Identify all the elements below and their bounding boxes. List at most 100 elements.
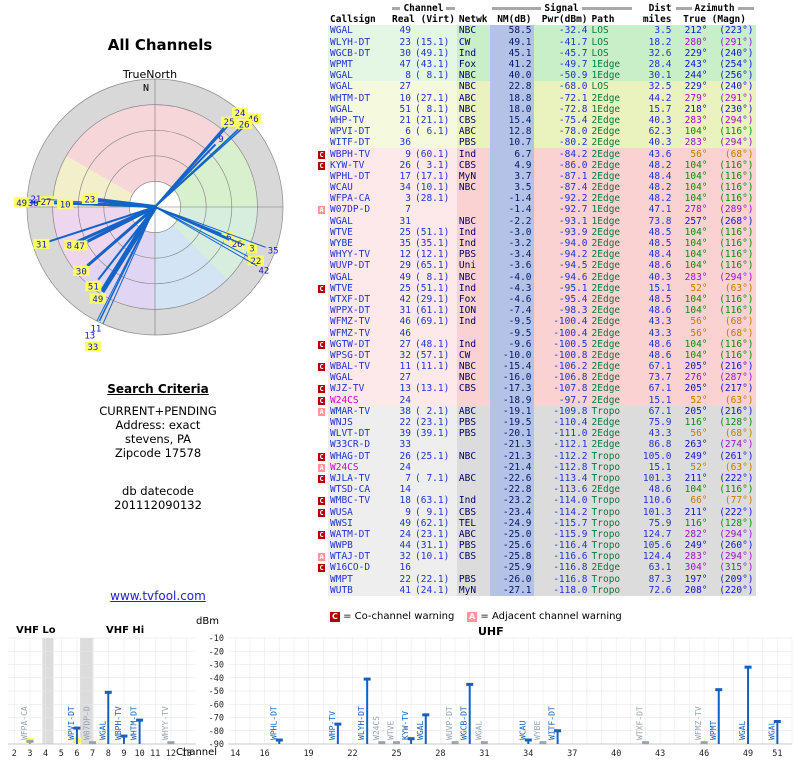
signal-bar-cap (715, 688, 723, 692)
true-azimuth-cell: 205° (684, 405, 708, 417)
distance-cell: 73.7 (648, 372, 672, 384)
magnetic-azimuth-cell: (294°) (719, 551, 754, 563)
distance-cell: 48.6 (648, 484, 672, 496)
site-link-wrap: www.tvfool.com (48, 589, 268, 603)
path-cell: 2Edge (591, 126, 621, 138)
power-cell: -45.7 (558, 47, 588, 59)
channel-tick-label: 3 (27, 749, 32, 759)
magnetic-azimuth-cell: (291°) (719, 36, 754, 48)
network-cell (457, 439, 490, 450)
real-channel-cell: 33 (390, 439, 413, 451)
network-cell: MyN (458, 170, 477, 182)
real-channel-cell: 24 (390, 461, 413, 473)
callsign-cell: WGAL (328, 70, 390, 82)
col-pwr: Pwr(dBm) (541, 14, 588, 26)
true-azimuth-cell: 104° (684, 349, 708, 361)
network-cell (457, 484, 490, 495)
table-row: WTSD-CA 14 -22.8 -113.6 2Edge 48.6 104° (116°) (318, 484, 756, 496)
distance-cell: 48.6 (648, 338, 672, 350)
channel-tick-label: 5 (59, 749, 64, 759)
callsign-cell: WTVE (328, 226, 390, 238)
path-cell: Tropo (591, 540, 621, 552)
network-cell: NBC (458, 81, 477, 93)
callsign-cell: WUSA (328, 506, 390, 518)
noise-margin-cell: 41.2 (489, 58, 534, 71)
co-channel-warning-badge: C (318, 385, 326, 394)
virtual-channel-cell: (28.1) (413, 193, 457, 205)
bar-callsign-label: WPHL-DT (269, 706, 278, 740)
search-criteria-heading: Search Criteria (107, 382, 209, 396)
magnetic-azimuth-cell: (63°) (724, 461, 754, 473)
path-cell: 2Edge (591, 159, 621, 171)
signal-bar-cap (89, 741, 97, 745)
path-cell: LOS (591, 47, 609, 59)
signal-bar-cap (700, 741, 708, 745)
power-cell: -72.8 (558, 103, 588, 115)
power-cell: -100.8 (553, 349, 588, 361)
real-channel-cell: 6 (390, 126, 413, 138)
callsign-cell: KYW-TV (328, 159, 390, 171)
vhf-lo-band-label: VHF Lo (16, 625, 56, 636)
magnetic-azimuth-cell: (68°) (724, 148, 754, 160)
noise-margin-cell: -9.6 (489, 338, 534, 350)
real-channel-cell: 34 (390, 182, 413, 194)
true-azimuth-cell: 56° (690, 316, 708, 328)
path-cell: 1Edge (591, 204, 621, 216)
tvfool-link[interactable]: www.tvfool.com (110, 589, 206, 603)
magnetic-azimuth-cell: (294°) (719, 271, 754, 283)
table-row: WITF-DT 36 PBS 10.7 -80.2 2Edge 40.3 283° (294°) (318, 137, 756, 149)
table-row: WGCB-DT 30 (49.1) Ind 45.1 -45.7 LOS 32.6 229° (2… (318, 47, 756, 59)
noise-margin-cell: -24.9 (489, 517, 534, 529)
power-cell: -112.1 (553, 439, 588, 451)
noise-margin-cell: -22.6 (489, 472, 534, 485)
callsign-cell: WMPT (328, 573, 390, 585)
virtual-channel-cell: (43.1) (413, 58, 457, 71)
callsign-cell: WYBE (328, 237, 390, 250)
true-azimuth-cell: 104° (684, 193, 708, 205)
magnetic-azimuth-cell: (116°) (719, 126, 754, 138)
db-datecode-label: db datecode (122, 484, 194, 498)
power-cell: -106.2 (553, 361, 588, 373)
distance-cell: 110.6 (642, 495, 672, 507)
true-azimuth-cell: 280° (684, 36, 708, 48)
virtual-channel-cell: (57.1) (413, 349, 457, 361)
power-cell: -116.6 (553, 551, 588, 563)
dbm-tick-label: -30 (209, 661, 224, 671)
true-azimuth-cell: 282° (684, 528, 708, 540)
power-cell: -72.1 (558, 92, 588, 104)
true-azimuth-cell: 56° (690, 428, 708, 440)
real-channel-cell: 49 (390, 25, 413, 37)
signal-bar-cap (104, 690, 112, 694)
adjacent-channel-text: = Adjacent channel warning (480, 611, 622, 622)
channel-tick-label: 25 (391, 749, 401, 759)
db-datecode-value: 201112090132 (114, 498, 202, 512)
power-cell: -93.1 (558, 215, 588, 227)
co-channel-warning-badge: C (318, 452, 326, 461)
true-azimuth-cell: 116° (684, 417, 708, 429)
signal-bar-cap (554, 729, 562, 733)
power-cell: -116.4 (553, 540, 588, 552)
virtual-channel-cell: (35.1) (413, 237, 457, 250)
distance-cell: 48.2 (648, 193, 672, 205)
channel-label-highlight (247, 255, 264, 266)
callsign-cell: WBAL-TV (328, 361, 390, 373)
true-azimuth-cell: 116° (684, 517, 708, 529)
virtual-channel-cell: (61.1) (413, 305, 457, 317)
signal-bar-cap (744, 665, 752, 669)
distance-cell: 44.2 (648, 92, 672, 104)
real-channel-cell: 42 (390, 293, 413, 306)
virtual-channel-cell (413, 461, 457, 473)
table-row: WPHL-DT 17 (17.1) MyN 3.7 -87.1 2Edge 48.4 104° (… (318, 170, 756, 182)
channel-tick-label: 31 (479, 749, 489, 759)
truenorth-label: TrueNorth (122, 68, 178, 81)
distance-cell: 124.7 (642, 528, 672, 540)
real-channel-cell: 25 (390, 226, 413, 238)
channel-label: 26 (232, 240, 243, 250)
magnetic-azimuth-cell: (116°) (719, 260, 754, 272)
network-cell: Fox (458, 59, 477, 71)
network-cell: ABC (458, 405, 477, 417)
network-cell: ION (458, 305, 477, 317)
virtual-channel-cell (413, 327, 457, 339)
path-cell: 2Edge (591, 338, 621, 350)
magnetic-azimuth-cell: (294°) (719, 528, 754, 540)
